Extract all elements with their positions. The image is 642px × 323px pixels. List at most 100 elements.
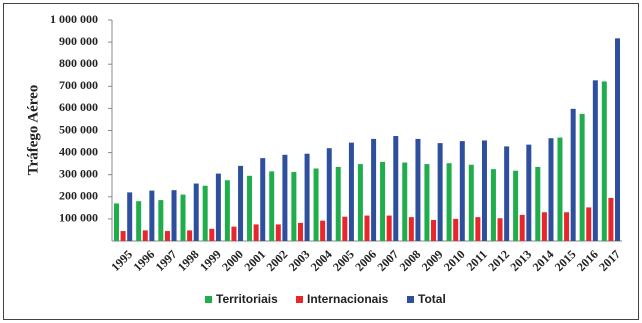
bar <box>437 143 443 241</box>
x-tick-label: 1999 <box>197 247 224 274</box>
bar <box>526 144 532 241</box>
x-tick-label: 1998 <box>175 247 202 274</box>
legend-swatch <box>296 296 303 303</box>
bar <box>446 163 452 241</box>
x-tick-label: 1995 <box>108 247 135 274</box>
bar <box>535 166 541 241</box>
bar <box>180 194 186 241</box>
bar <box>313 168 319 241</box>
bar <box>564 212 570 241</box>
bar <box>269 171 275 241</box>
bar <box>164 231 170 241</box>
y-tick-label: 100 000 <box>59 211 98 225</box>
bar <box>408 217 414 241</box>
legend-label: Territoriais <box>216 292 278 306</box>
bar <box>586 207 592 241</box>
y-tick-label: 300 000 <box>59 166 98 180</box>
y-tick-label: 800 000 <box>59 56 98 70</box>
y-axis-label: Tráfego Aéreo <box>25 85 41 176</box>
bar <box>371 138 377 241</box>
frame <box>3 3 639 320</box>
y-tick-label: 600 000 <box>59 100 98 114</box>
bar <box>231 226 237 241</box>
bar <box>504 146 510 241</box>
bar <box>415 138 421 241</box>
bar <box>193 183 199 241</box>
bar <box>149 190 155 241</box>
bar <box>238 165 244 241</box>
bar <box>557 137 563 241</box>
bar <box>431 220 437 241</box>
bar <box>380 161 386 241</box>
bar <box>453 218 459 241</box>
bar <box>275 224 281 241</box>
bar <box>342 216 348 241</box>
bar <box>402 162 408 241</box>
bar <box>120 231 126 241</box>
bar <box>468 164 474 241</box>
bar <box>497 218 503 241</box>
x-tick-label: 2014 <box>530 247 557 274</box>
bar <box>127 192 133 241</box>
bar <box>459 141 465 241</box>
bar <box>260 158 266 241</box>
x-tick-label: 1996 <box>130 247 157 274</box>
bar <box>608 197 614 241</box>
bar <box>615 38 621 241</box>
bar <box>579 113 585 241</box>
x-tick-label: 2001 <box>241 247 268 274</box>
bar <box>386 215 392 241</box>
bar <box>187 230 193 241</box>
bar <box>215 173 221 241</box>
x-tick-label: 1997 <box>153 247 180 274</box>
y-tick-label: 500 000 <box>59 122 98 136</box>
bar <box>335 166 341 241</box>
y-tick-label: 400 000 <box>59 144 98 158</box>
bar <box>326 148 332 241</box>
y-tick-label: 1 000 000 <box>50 12 98 26</box>
x-tick-label: 2007 <box>374 247 401 274</box>
bar <box>304 153 310 241</box>
x-tick-label: 2008 <box>397 247 424 274</box>
y-tick-label: 200 000 <box>59 189 98 203</box>
bar <box>224 180 230 241</box>
legend-swatch <box>205 296 212 303</box>
legend-swatch <box>407 296 414 303</box>
bar <box>348 142 354 241</box>
bar <box>113 203 119 241</box>
x-tick-label: 2012 <box>485 247 512 274</box>
x-tick-label: 2013 <box>507 247 534 274</box>
bar <box>490 169 496 241</box>
x-tick-label: 2010 <box>441 247 468 274</box>
bar <box>253 224 259 241</box>
bar <box>393 136 399 241</box>
bar <box>171 190 177 241</box>
x-tick-label: 2002 <box>264 247 291 274</box>
bar <box>202 185 208 241</box>
bar <box>601 81 607 241</box>
legend-label: Internacionais <box>307 292 389 306</box>
bar <box>357 164 363 241</box>
x-tick-label: 2006 <box>352 247 379 274</box>
y-tick-label: 700 000 <box>59 78 98 92</box>
x-tick-label: 2017 <box>596 247 623 274</box>
bar <box>541 212 547 241</box>
bar <box>136 201 142 241</box>
bar <box>513 170 519 241</box>
x-tick-label: 2016 <box>574 247 601 274</box>
bar <box>142 230 148 241</box>
x-tick-label: 2011 <box>464 247 490 273</box>
x-tick-label: 2009 <box>419 247 446 274</box>
x-tick-label: 2005 <box>330 247 357 274</box>
x-tick-label: 2004 <box>308 247 335 274</box>
bar <box>247 175 253 241</box>
bar <box>519 214 525 241</box>
x-tick-label: 2000 <box>219 247 246 274</box>
bar <box>481 140 487 241</box>
bar <box>424 164 430 241</box>
bar <box>291 172 297 241</box>
bar <box>158 200 164 241</box>
x-tick-label: 2003 <box>286 247 313 274</box>
x-tick-label: 2015 <box>552 247 579 274</box>
